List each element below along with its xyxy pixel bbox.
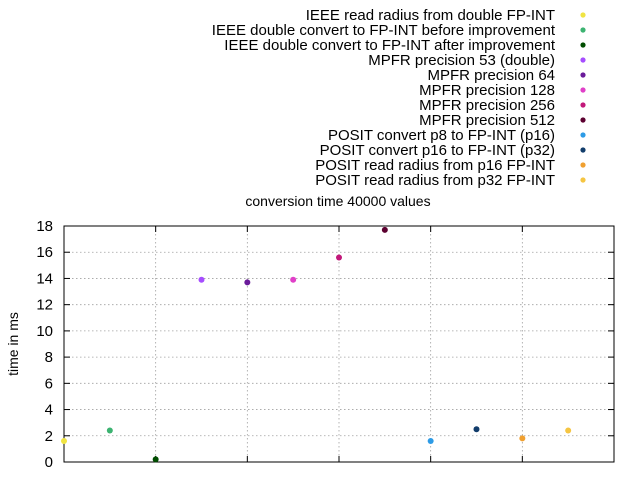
data-points [61, 226, 572, 463]
data-point [381, 226, 388, 233]
data-point [152, 456, 159, 463]
data-point [565, 427, 572, 434]
legend-marker [580, 57, 586, 63]
data-point [198, 276, 205, 283]
data-point [244, 279, 251, 286]
legend-marker [580, 72, 586, 78]
x-axis [155, 226, 523, 462]
legend-label: IEEE read radius from double FP-INT [306, 7, 555, 24]
legend-label: IEEE double convert to FP-INT after impr… [224, 37, 556, 54]
legend-marker [580, 162, 586, 168]
data-point [519, 435, 526, 442]
y-axis-label: time in ms [5, 312, 21, 376]
legend-marker [580, 177, 586, 183]
legend-label: POSIT convert p16 to FP-INT (p32) [320, 142, 555, 159]
legend-marker [580, 117, 586, 123]
chart-title: conversion time 40000 values [245, 193, 430, 209]
data-point [106, 427, 113, 434]
legend-marker [580, 87, 586, 93]
y-tick-label: 12 [36, 297, 53, 314]
legend-marker [580, 12, 586, 18]
legend-label: MPFR precision 256 [419, 97, 555, 114]
data-point [336, 254, 342, 261]
legend-label: POSIT convert p8 to FP-INT (p16) [328, 127, 555, 144]
legend-label: MPFR precision 512 [419, 112, 555, 129]
legend-marker [580, 102, 586, 108]
y-tick-label: 8 [45, 349, 53, 366]
data-point [473, 426, 480, 433]
legend-marker [580, 27, 586, 33]
legend-marker [580, 147, 586, 153]
legend-label: POSIT read radius from p16 FP-INT [315, 157, 555, 174]
legend-label: IEEE double convert to FP-INT before imp… [212, 22, 556, 39]
data-point [61, 438, 67, 445]
y-tick-label: 4 [45, 402, 53, 419]
legend: IEEE read radius from double FP-INTIEEE … [212, 7, 586, 189]
y-tick-label: 6 [45, 375, 53, 392]
legend-label: POSIT read radius from p32 FP-INT [315, 172, 555, 189]
data-point [290, 276, 297, 283]
y-tick-label: 18 [36, 218, 53, 235]
grid [64, 226, 614, 462]
legend-label: MPFR precision 128 [419, 82, 555, 99]
legend-marker [580, 132, 586, 138]
y-tick-label: 14 [36, 270, 53, 287]
legend-label: MPFR precision 53 (double) [368, 52, 555, 69]
legend-label: MPFR precision 64 [427, 67, 555, 84]
data-point [427, 438, 434, 445]
y-tick-label: 2 [45, 428, 53, 445]
y-tick-label: 0 [45, 454, 53, 471]
y-axis: 0 2 4 6 8 10 12 14 16 18 [36, 218, 614, 471]
y-tick-label: 16 [36, 244, 53, 261]
legend-marker [580, 42, 586, 48]
y-tick-label: 10 [36, 323, 53, 340]
